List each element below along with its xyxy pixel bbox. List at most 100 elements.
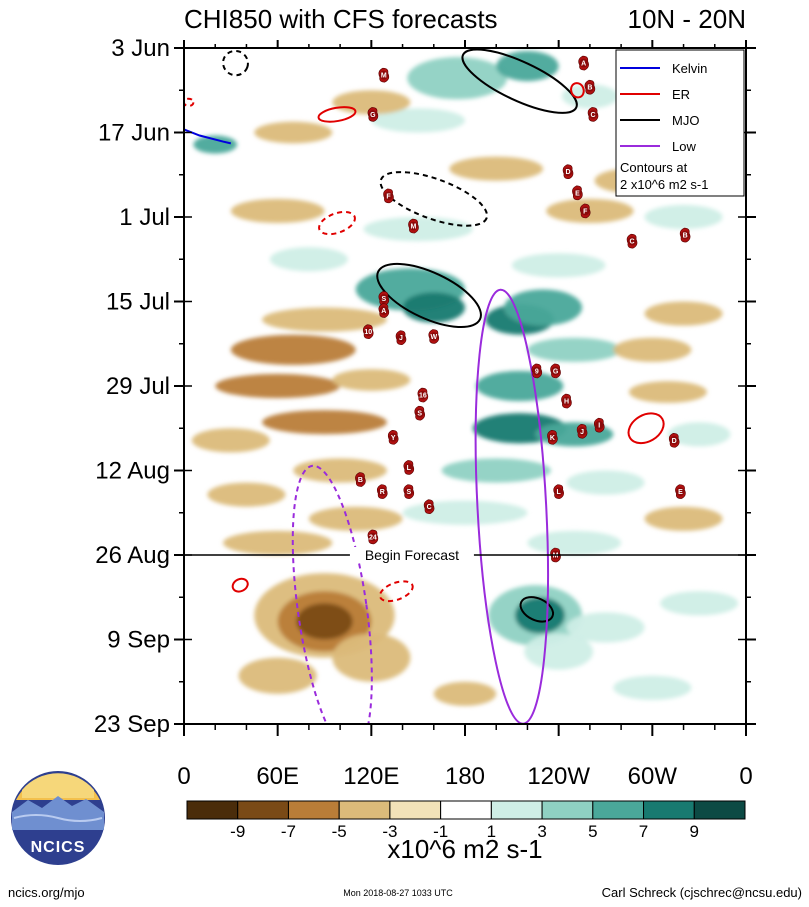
shading-patch-26 [332,369,411,391]
storm-eye [563,167,573,177]
contour-mjo-2 [379,171,489,227]
storm-marker-16: W [428,329,440,344]
y-tick-label: 9 Sep [107,627,170,654]
storm-eye [363,327,373,336]
colorbar-tick-label: -1 [433,822,448,841]
storm-eye [418,390,428,400]
legend-note-line2: 2 x10^6 m2 s-1 [620,177,708,192]
storm-eye [588,110,598,119]
y-tick-label: 26 Aug [95,542,170,569]
storm-eye [409,221,418,231]
storm-marker-19: 16 [417,387,429,403]
contour-er-9 [231,577,249,593]
storm-eye [594,420,604,430]
shading-patch-2 [193,135,238,154]
storm-marker-28: B [355,472,366,487]
shading-patch-39 [644,506,723,531]
colorbar-swatch-5 [440,800,492,820]
storm-marker-4: G [367,107,379,122]
storm-marker-17: 9 [531,363,543,379]
storm-marker-15: J [395,330,407,346]
storm-eye [676,487,685,496]
storm-eye [627,236,637,246]
storm-label: E [575,190,580,197]
shading-patch-27 [628,381,707,403]
storm-eye [562,396,571,406]
storm-label: I [598,423,600,430]
colorbar-tick-label: 7 [639,822,648,841]
y-tick-label: 17 Jun [98,120,170,147]
storm-marker-10: C [626,233,638,249]
shading-patch-7 [254,121,333,144]
shading-patch-21 [230,334,356,365]
colorbar-tick-label: 3 [537,822,546,841]
shading-patch-13 [230,198,325,224]
storm-marker-18: G [550,363,561,379]
storm-eye [548,433,557,442]
shading-patch-35 [566,470,645,495]
storm-label: C [630,239,635,246]
shading-patch-33 [441,458,551,483]
storm-eye [368,532,378,542]
storm-eye [379,70,389,80]
logo-sky [22,773,94,798]
storm-marker-33: C [423,499,435,515]
contour-mjo-4 [519,596,555,623]
x-tick-label: 60W [628,763,678,790]
ncics-logo: NCICS [11,771,105,865]
contour-mjo-1 [222,49,249,77]
storm-label: L [407,465,412,472]
storm-marker-27: L [403,460,415,475]
chart-region: 10N - 20N [628,4,747,34]
storm-marker-5: D [562,164,574,180]
colorbar-swatch-4 [389,800,442,820]
shading-patch-50 [566,612,645,643]
storm-marker-8: F [383,188,394,204]
colorbar-swatch-6 [490,800,543,820]
storm-label: S [381,296,386,303]
shading-patch-46 [238,657,317,694]
shading-patch-4 [371,108,465,133]
footer-author: Carl Schreck (cjschrec@ncsu.edu) [602,885,802,900]
storm-label: E [678,489,683,496]
storm-label: D [566,169,571,176]
storm-label: W [430,334,437,341]
shading-patch-48 [514,597,565,634]
chart-title: CHI850 with CFS forecasts [184,4,498,34]
x-tick-label: 60E [256,763,299,790]
storm-label: F [386,193,391,200]
shading-patch-18 [504,289,583,326]
storm-eye [404,487,414,496]
legend: Kelvin ER MJO Low Contours at 2 x10^6 m2… [615,49,745,197]
storm-marker-30: S [403,484,415,499]
shading-patch-16 [402,292,465,323]
colorbar-tick-label: 5 [588,822,597,841]
contour-er-11 [184,97,195,107]
storm-label: M [381,73,387,80]
shading-patch-41 [223,530,333,556]
storm-label: S [406,489,411,496]
storm-marker-34: 24 [367,529,379,545]
legend-label-low: Low [672,139,696,154]
storm-label: C [427,504,432,511]
shading-patch-44 [296,603,353,640]
storm-eye [680,230,690,240]
shading-patch-25 [215,373,341,399]
storm-eye [388,433,398,442]
shading-patch-53 [433,681,497,706]
contour-er-10 [570,82,585,99]
contour-er-5 [317,106,357,123]
storm-eye [379,294,389,303]
contour-er-8 [378,580,414,603]
x-tick-label: 120W [527,763,590,790]
storm-label: D [672,438,677,445]
y-tick-label: 3 Jun [111,35,170,62]
colorbar-swatch-0 [186,800,239,820]
y-tick-label: 29 Jul [106,373,170,400]
storm-label: G [370,112,376,119]
storm-marker-9: M [408,218,419,234]
shading-patch-36 [207,482,286,507]
shading-patch-1 [496,51,559,82]
storm-label: 9 [535,368,539,375]
